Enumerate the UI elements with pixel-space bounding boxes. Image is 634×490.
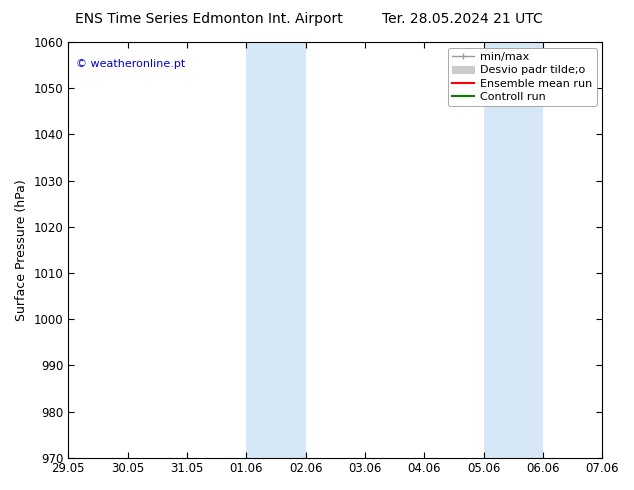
Legend: min/max, Desvio padr tilde;o, Ensemble mean run, Controll run: min/max, Desvio padr tilde;o, Ensemble m…: [448, 48, 597, 106]
Y-axis label: Surface Pressure (hPa): Surface Pressure (hPa): [15, 179, 28, 321]
Text: Ter. 28.05.2024 21 UTC: Ter. 28.05.2024 21 UTC: [382, 12, 543, 26]
Bar: [484, 42, 543, 458]
Text: ENS Time Series Edmonton Int. Airport: ENS Time Series Edmonton Int. Airport: [75, 12, 343, 26]
Bar: [246, 42, 306, 458]
Text: © weatheronline.pt: © weatheronline.pt: [76, 59, 185, 69]
